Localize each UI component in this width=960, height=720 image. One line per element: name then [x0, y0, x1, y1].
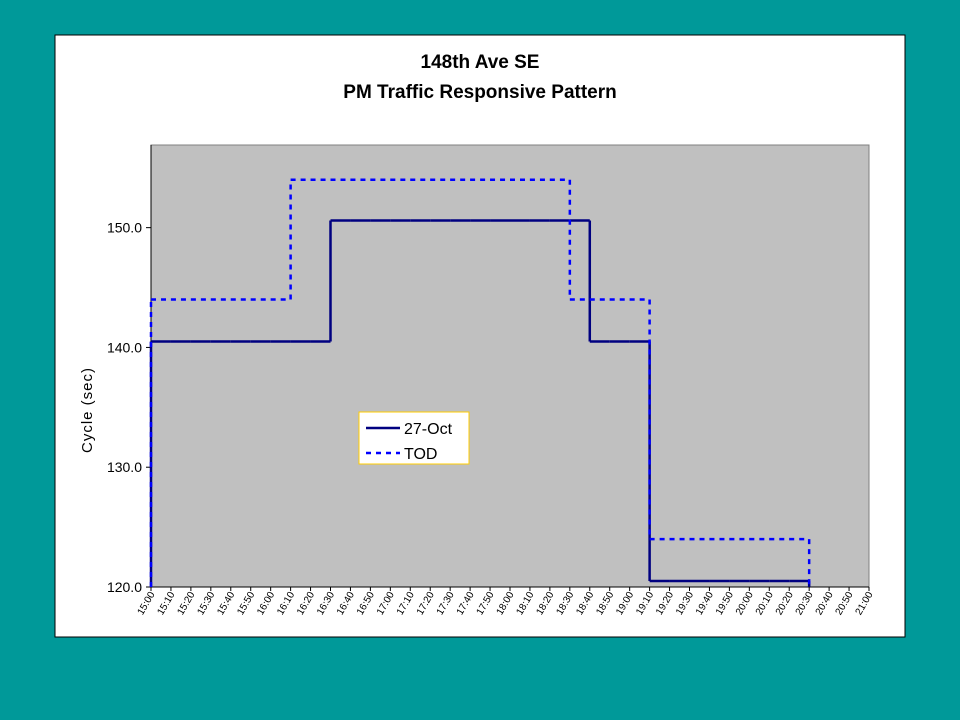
y-axis-label: Cycle (sec)	[79, 367, 96, 453]
y-tick-label: 130.0	[107, 459, 142, 475]
legend-label: TOD	[404, 446, 437, 463]
legend: 27-Oct TOD	[358, 411, 470, 465]
y-tick-label: 150.0	[107, 220, 142, 236]
y-tick-label: 140.0	[107, 339, 142, 355]
chart-title: 148th Ave SE	[421, 52, 540, 73]
legend-box	[358, 411, 470, 465]
y-tick-label: 120.0	[107, 579, 142, 595]
plot-area	[150, 144, 870, 588]
legend-label: 27-Oct	[404, 421, 453, 438]
chart-subtitle: PM Traffic Responsive Pattern	[343, 82, 616, 103]
